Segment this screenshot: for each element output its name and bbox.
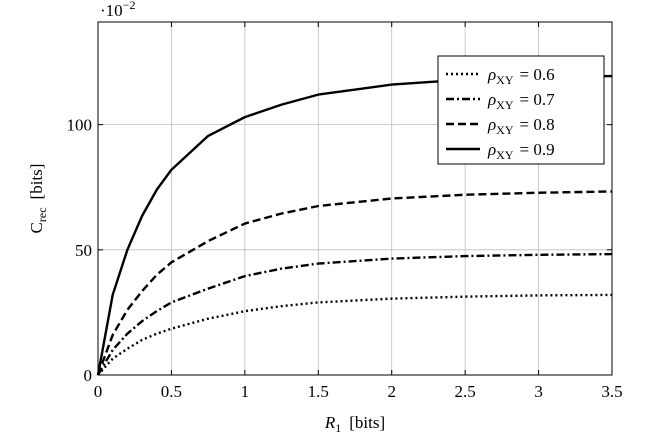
legend-subscript: XY — [496, 123, 514, 137]
y-scale-base: ·10 — [100, 1, 123, 20]
legend-label: ρXY = 0.7 — [487, 90, 555, 112]
x-tick-label: 3 — [534, 382, 543, 401]
legend-symbol: ρ — [487, 140, 496, 159]
legend-symbol: ρ — [487, 65, 496, 84]
x-tick-label: 0 — [94, 382, 103, 401]
legend-label: ρXY = 0.9 — [487, 140, 555, 162]
y-scale-note: ·10−2 — [100, 0, 135, 20]
x-axis-unit: [bits] — [349, 413, 385, 432]
y-tick-label: 100 — [67, 116, 93, 135]
legend-symbol: ρ — [487, 115, 496, 134]
legend-label: ρXY = 0.8 — [487, 115, 555, 137]
x-tick-label: 1 — [241, 382, 250, 401]
legend-symbol: ρ — [487, 90, 496, 109]
y-scale-exp: −2 — [123, 0, 136, 12]
y-axis-unit: [bits] — [27, 164, 46, 200]
series-line-dashdot — [96, 252, 613, 376]
legend-box — [437, 55, 605, 165]
x-tick-label: 2 — [387, 382, 396, 401]
y-axis-symbol: C — [27, 222, 46, 233]
x-axis-label: R1 [bits] — [324, 413, 385, 435]
x-tick-label: 2.5 — [455, 382, 476, 401]
y-tick-label: 50 — [75, 241, 92, 260]
x-tick-label: 0.5 — [161, 382, 182, 401]
legend-subscript: XY — [496, 148, 514, 162]
legend-value: = 0.8 — [520, 115, 555, 134]
legend-value: = 0.7 — [520, 90, 556, 109]
x-tick-label: 1.5 — [308, 382, 329, 401]
y-axis-ticks: 0 50 100 — [67, 116, 612, 385]
series-line-dashed — [96, 190, 613, 376]
legend-subscript: XY — [496, 73, 514, 87]
legend-label: ρXY = 0.6 — [487, 65, 555, 87]
plot-frame — [97, 21, 613, 376]
legend-subscript: XY — [496, 98, 514, 112]
x-axis-symbol: R — [324, 413, 336, 432]
y-axis-subscript: rec — [35, 207, 49, 222]
legend-value: = 0.9 — [520, 140, 555, 159]
series-line-dotted — [97, 293, 613, 376]
x-tick-label: 3.5 — [601, 382, 622, 401]
legend-value: = 0.6 — [520, 65, 555, 84]
y-axis-label: Crec [bits] — [27, 164, 49, 234]
y-tick-label: 0 — [84, 366, 93, 385]
x-axis-subscript: 1 — [335, 421, 341, 435]
